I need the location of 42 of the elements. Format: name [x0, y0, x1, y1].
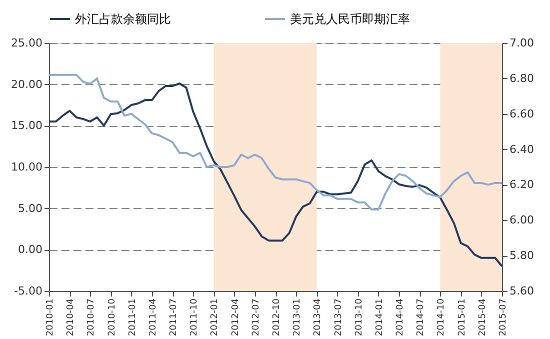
x-tick-label: 2012-07 [251, 298, 262, 336]
y2-tick-label: 7.00 [510, 36, 534, 50]
x-tick-label: 2012-04 [230, 298, 241, 336]
x-tick-label: 2012-01 [210, 298, 220, 336]
y-tick-label: 25.00 [11, 36, 42, 50]
x-tick-label: 2010-04 [66, 298, 76, 336]
x-tick-label: 2010-10 [107, 298, 118, 336]
y-tick-label: 0.00 [18, 243, 42, 256]
y2-tick-label: 6.20 [510, 178, 534, 192]
x-tick-label: 2014-01 [374, 298, 385, 336]
x-tick-label: 2011-10 [190, 298, 200, 336]
x-tick-label: 2011-04 [148, 298, 158, 336]
x-tick-label: 2011-07 [169, 298, 180, 336]
x-tick-label: 2013-04 [313, 298, 324, 336]
y2-tick-label: 6.60 [510, 107, 534, 120]
x-tick-label: 2015-04 [478, 298, 488, 336]
x-tick-label: 2013-07 [334, 298, 344, 336]
x-tick-label: 2013-10 [354, 298, 364, 336]
y-tick-label: 20.00 [11, 78, 42, 91]
legend-label: 美元兑人民币即期汇率 [290, 12, 410, 26]
x-tick-label: 2014-04 [396, 298, 406, 336]
line-series [48, 74, 503, 211]
x-tick-label: 2013-01 [292, 298, 303, 336]
y-tick-label: 10.00 [11, 160, 42, 174]
x-tick-label: 2011-01 [128, 298, 138, 336]
legend-label: 外汇占款余额同比 [75, 12, 171, 26]
y2-tick-label: 6.00 [510, 214, 534, 227]
y-tick-label: -5.00 [14, 284, 42, 298]
x-tick-label: 2010-01 [46, 298, 56, 336]
x-tick-label: 2015-07 [498, 298, 508, 336]
y-tick-label: 15.00 [11, 119, 42, 132]
y2-tick-label: 6.80 [510, 72, 534, 85]
y-tick-label: 5.00 [18, 202, 42, 215]
x-tick-label: 2014-07 [416, 298, 426, 336]
y2-tick-label: 6.40 [510, 142, 534, 156]
y2-tick-label: 5.80 [510, 249, 534, 262]
line-series [48, 82, 503, 268]
x-tick-label: 2012-10 [272, 298, 282, 336]
x-tick-label: 2010-07 [86, 298, 97, 336]
x-tick-label: 2014-10 [436, 298, 447, 336]
x-tick-label: 2015-01 [457, 298, 468, 336]
y2-tick-label: 5.60 [510, 284, 534, 298]
